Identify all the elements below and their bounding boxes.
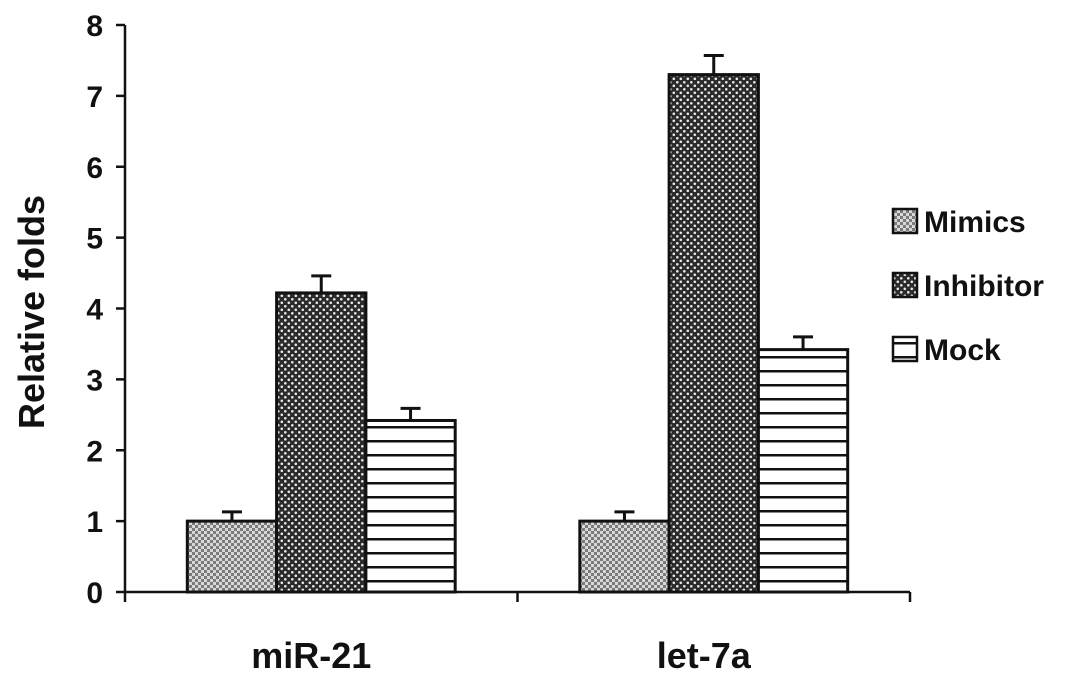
legend-label-inhibitor: Inhibitor [924,270,1044,303]
y-tick-label: 6 [86,152,103,185]
y-tick-label: 5 [86,223,103,256]
y-tick-label: 7 [86,81,103,114]
bars-group [185,73,850,594]
bar-inhibitor-mir-21 [275,291,368,594]
bar-mimics-let-7a [578,519,671,594]
y-tick-label: 0 [86,577,103,610]
legend-label-mock: Mock [924,334,1001,367]
y-tick-label: 8 [86,10,103,43]
y-tick-label: 1 [86,506,103,539]
y-tick-label: 2 [86,435,103,468]
bar-mock-let-7a [756,348,850,594]
y-tick-label: 3 [86,364,103,397]
bar-inhibitor-let-7a [667,73,760,594]
legend-swatch-mock [891,335,919,363]
y-tick-label: 4 [86,294,103,327]
x-category-label: let-7a [657,635,752,676]
y-axis: 0 1 2 3 4 5 6 7 8 [86,10,127,610]
legend: Mimics Inhibitor Mock [891,206,1044,367]
bar-mimics-mir-21 [185,519,279,594]
legend-label-mimics: Mimics [924,206,1026,239]
error-bars-group [221,53,814,522]
y-axis-title: Relative folds [11,195,52,429]
bar-mock-mir-21 [364,418,457,594]
legend-swatch-mimics [891,207,919,235]
x-category-label: miR-21 [251,635,371,676]
legend-swatch-inhibitor [891,271,919,299]
category-labels: miR-21 let-7a [251,635,752,676]
